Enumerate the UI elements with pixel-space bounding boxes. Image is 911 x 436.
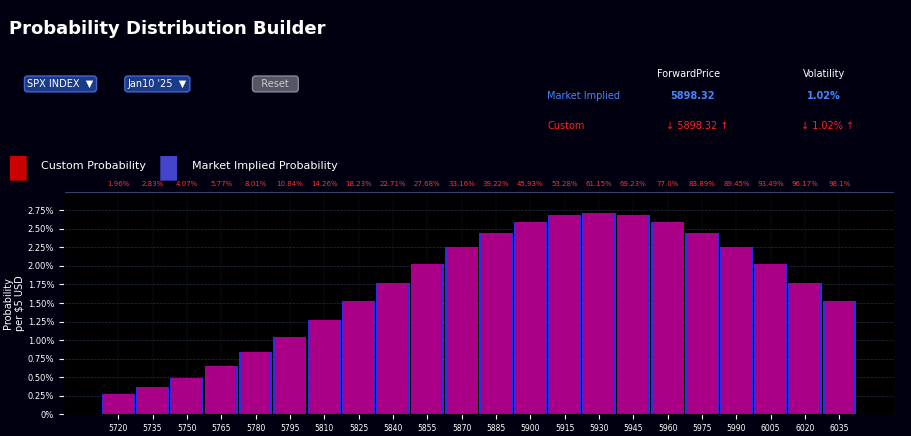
Bar	[170, 378, 203, 414]
Bar	[307, 320, 341, 414]
Bar	[206, 366, 236, 414]
Bar	[309, 320, 339, 414]
Bar	[650, 222, 683, 414]
Bar	[755, 264, 784, 414]
Bar	[583, 213, 613, 414]
Bar	[101, 395, 135, 414]
FancyBboxPatch shape	[159, 155, 178, 181]
Text: 5898.32: 5898.32	[670, 91, 714, 101]
Bar	[343, 301, 374, 414]
Bar	[515, 222, 545, 414]
Bar	[138, 387, 168, 414]
Text: Custom: Custom	[547, 121, 584, 131]
Text: ↓ 1.02% ↑: ↓ 1.02% ↑	[800, 121, 853, 131]
Bar	[479, 233, 512, 414]
Text: Market Implied: Market Implied	[547, 91, 619, 101]
Bar	[481, 233, 510, 414]
Text: Volatility: Volatility	[802, 69, 844, 79]
Bar	[719, 247, 752, 414]
Text: Jan10 '25  ▼: Jan10 '25 ▼	[128, 79, 187, 89]
Bar	[513, 222, 547, 414]
Text: ForwardPrice: ForwardPrice	[656, 69, 719, 79]
Bar	[136, 387, 169, 414]
Bar	[616, 215, 650, 414]
Text: 1.02%: 1.02%	[806, 91, 840, 101]
Bar	[824, 301, 854, 414]
Text: Reset: Reset	[255, 79, 295, 89]
Text: Market Implied Probability: Market Implied Probability	[191, 161, 337, 170]
Bar	[376, 283, 409, 414]
Bar	[445, 247, 477, 414]
Bar	[103, 395, 133, 414]
Bar	[412, 264, 442, 414]
Bar	[410, 264, 444, 414]
Bar	[686, 233, 716, 414]
Bar	[788, 283, 821, 414]
Bar	[446, 247, 476, 414]
Bar	[721, 247, 751, 414]
Bar	[239, 352, 271, 414]
FancyBboxPatch shape	[9, 155, 27, 181]
Bar	[275, 337, 304, 414]
Bar	[548, 215, 580, 414]
Bar	[685, 233, 718, 414]
Text: Probability Distribution Builder: Probability Distribution Builder	[9, 20, 325, 38]
Bar	[652, 222, 681, 414]
Bar	[378, 283, 407, 414]
Bar	[753, 264, 786, 414]
Bar	[789, 283, 819, 414]
Bar	[822, 301, 855, 414]
Bar	[549, 215, 578, 414]
Bar	[582, 213, 615, 414]
Y-axis label: Probability
per $5 USD: Probability per $5 USD	[4, 275, 25, 331]
Bar	[618, 215, 648, 414]
Text: Custom Probability: Custom Probability	[41, 161, 146, 170]
Text: SPX INDEX  ▼: SPX INDEX ▼	[27, 79, 94, 89]
Bar	[172, 378, 201, 414]
Bar	[273, 337, 306, 414]
Bar	[342, 301, 374, 414]
Bar	[204, 366, 238, 414]
Bar	[241, 352, 271, 414]
Text: ↓ 5898.32 ↑: ↓ 5898.32 ↑	[665, 121, 728, 131]
